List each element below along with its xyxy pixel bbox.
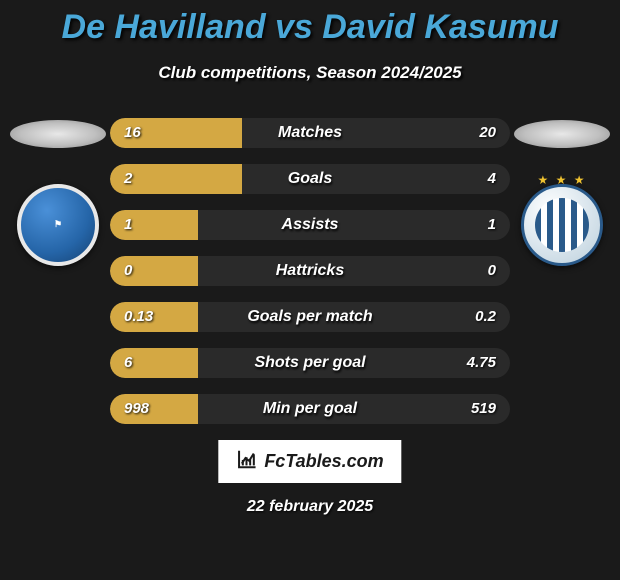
team-left-crest-label: ⚑	[54, 220, 62, 230]
stat-row: 11Assists	[110, 210, 510, 240]
stat-label: Goals	[110, 164, 510, 194]
team-left-zone: ⚑	[8, 120, 108, 266]
stat-row: 0.130.2Goals per match	[110, 302, 510, 332]
shadow-disc-left	[10, 120, 106, 148]
stat-row: 64.75Shots per goal	[110, 348, 510, 378]
stat-label: Matches	[110, 118, 510, 148]
stat-label: Min per goal	[110, 394, 510, 424]
stats-container: 1620Matches 24Goals 11Assists 00Hattricks 0.…	[110, 118, 510, 440]
stat-label: Shots per goal	[110, 348, 510, 378]
star-icon: ★ ★ ★	[538, 173, 587, 187]
footer-date: 22 february 2025	[0, 498, 620, 516]
shadow-disc-right	[514, 120, 610, 148]
team-right-zone: ★ ★ ★	[512, 120, 612, 266]
stat-row: 1620Matches	[110, 118, 510, 148]
watermark-text: FcTables.com	[264, 451, 383, 472]
stat-label: Hattricks	[110, 256, 510, 286]
team-left-crest: ⚑	[17, 184, 99, 266]
page-subtitle: Club competitions, Season 2024/2025	[0, 63, 620, 83]
bar-chart-icon	[236, 448, 258, 475]
team-right-crest-stripes	[535, 198, 589, 252]
watermark: FcTables.com	[218, 440, 401, 483]
stat-label: Goals per match	[110, 302, 510, 332]
stat-row: 24Goals	[110, 164, 510, 194]
stat-label: Assists	[110, 210, 510, 240]
stat-row: 998519Min per goal	[110, 394, 510, 424]
team-right-crest: ★ ★ ★	[521, 184, 603, 266]
page-title: De Havilland vs David Kasumu	[0, 0, 620, 47]
stat-row: 00Hattricks	[110, 256, 510, 286]
